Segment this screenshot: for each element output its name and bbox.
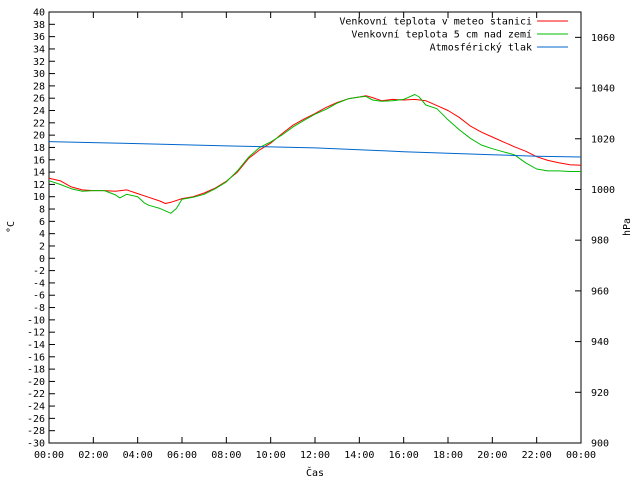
y2-tick-label: 980	[591, 236, 609, 247]
y-tick-label: -16	[27, 352, 45, 363]
y-tick-label: 16	[33, 155, 45, 166]
y-tick-label: -2	[33, 266, 45, 277]
series-line-3	[48, 141, 582, 158]
y2-tick-label: 920	[591, 388, 609, 399]
y-tick-label: -12	[27, 328, 45, 339]
y-tick-label: -26	[27, 414, 45, 425]
x-tick-label: 00:00	[34, 450, 64, 461]
y-tick-label: 6	[39, 217, 45, 228]
y-tick-label: 36	[33, 32, 45, 43]
series-line-1	[48, 95, 582, 204]
y-tick-label: -22	[27, 389, 45, 400]
series-layer	[48, 94, 582, 214]
y-axis-left: -30-28-26-24-22-20-18-16-14-12-10-8-6-4-…	[27, 8, 55, 450]
y-tick-label: 30	[33, 69, 45, 80]
y-tick-label: 32	[33, 57, 45, 68]
y-tick-label: -28	[27, 426, 45, 437]
y-tick-label: 2	[39, 241, 45, 252]
y-tick-label: 26	[33, 94, 45, 105]
x-tick-label: 12:00	[300, 450, 330, 461]
legend: Venkovní teplota v meteo staniciVenkovní…	[339, 16, 568, 54]
y-axis-label: °C	[6, 221, 17, 233]
y-tick-label: -4	[33, 278, 45, 289]
x-tick-label: 14:00	[344, 450, 374, 461]
x-tick-label: 16:00	[389, 450, 419, 461]
plot-frame	[48, 11, 582, 444]
y-tick-label: 22	[33, 118, 45, 129]
x-tick-label: 22:00	[522, 450, 552, 461]
x-tick-label: 00:00	[566, 450, 596, 461]
y-tick-label: 12	[33, 180, 45, 191]
x-tick-label: 08:00	[211, 450, 241, 461]
y-tick-label: -30	[27, 439, 45, 450]
series-line-2	[48, 94, 581, 214]
y-axis-right: 900 920 940 960 980 1000 1020 1040 1060	[575, 33, 615, 450]
y-tick-label: 8	[39, 205, 45, 216]
x-tick-label: 10:00	[256, 450, 286, 461]
y-tick-label: -6	[33, 291, 45, 302]
x-tick-label: 04:00	[123, 450, 153, 461]
x-tick-label: 06:00	[167, 450, 197, 461]
y-tick-label: -8	[33, 303, 45, 314]
y2-tick-label: 1020	[591, 134, 615, 145]
x-tick-label: 20:00	[477, 450, 507, 461]
y2-tick-label: 1000	[591, 185, 615, 196]
legend-label-3: Atmosférický tlak	[430, 42, 532, 54]
y2-axis-label: hPa	[622, 218, 633, 236]
y2-tick-label: 900	[591, 439, 609, 450]
y-tick-label: 28	[33, 81, 45, 92]
legend-label-2: Venkovní teplota 5 cm nad zemí	[351, 29, 532, 41]
y2-tick-label: 1060	[591, 33, 615, 44]
y-tick-label: 24	[33, 106, 45, 117]
y-tick-label: -18	[27, 365, 45, 376]
y-tick-label: 0	[39, 254, 45, 265]
y-tick-label: 38	[33, 20, 45, 31]
y-tick-label: -24	[27, 402, 45, 413]
y-tick-label: 14	[33, 168, 45, 179]
y-tick-label: 10	[33, 192, 45, 203]
y-tick-label: -20	[27, 377, 45, 388]
x-axis-label: Čas	[306, 466, 324, 479]
y-tick-label: -14	[27, 340, 45, 351]
x-axis: 00:00 02:00 04:00 06:00 08:00 10:00 12:00 14:00…	[34, 12, 596, 461]
y-tick-label: -10	[27, 315, 45, 326]
y2-tick-label: 1040	[591, 84, 615, 95]
y-tick-label: 18	[33, 143, 45, 154]
x-tick-label: 02:00	[78, 450, 108, 461]
y-tick-label: 34	[33, 44, 45, 55]
y-tick-label: 20	[33, 131, 45, 142]
x-tick-label: 18:00	[433, 450, 463, 461]
y-tick-label: 40	[33, 8, 45, 19]
y2-tick-label: 940	[591, 337, 609, 348]
y2-tick-label: 960	[591, 286, 609, 297]
y-tick-label: 4	[39, 229, 45, 240]
legend-label-1: Venkovní teplota v meteo stanici	[339, 16, 532, 28]
